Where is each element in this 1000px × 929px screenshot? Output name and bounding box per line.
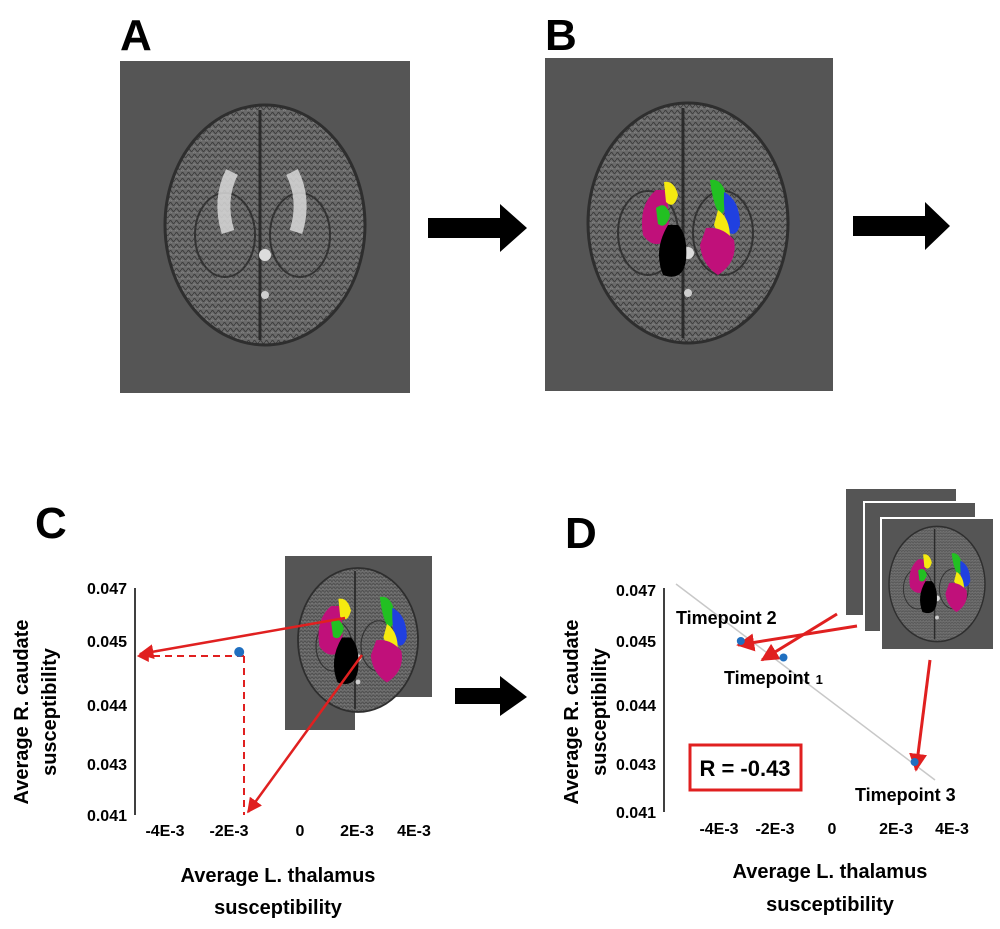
x-ticks-d: -4E-3 -2E-3 0 2E-3 4E-3 <box>699 821 969 838</box>
x-tick-label: 2E-3 <box>340 823 374 840</box>
points-d <box>736 637 919 766</box>
arrow-a-to-b <box>428 204 527 252</box>
y-tick-label: 0.045 <box>87 634 127 651</box>
y-tick-label: 0.043 <box>616 757 656 774</box>
x-tick-label: -4E-3 <box>699 821 738 838</box>
x-tick-label: -2E-3 <box>755 821 794 838</box>
x-axis-title-d-line2: susceptibility <box>766 894 895 916</box>
y-tick-label: 0.047 <box>616 583 656 600</box>
dashed-guides-c <box>136 650 245 815</box>
panel-label-b: B <box>545 11 577 60</box>
red-arrows-c <box>138 616 364 814</box>
x-tick-label: 0 <box>828 821 837 838</box>
y-axis-title-d-line2: susceptibility <box>589 647 611 776</box>
chart-c: 0.047 0.045 0.044 0.043 0.041 -4E-3 -2E-3 0 2E-… <box>11 556 432 919</box>
timepoint-1-label: Timepoint 1 <box>724 668 823 688</box>
panel-label-d: D <box>565 509 597 558</box>
y-tick-label: 0.043 <box>87 757 127 774</box>
inset-brain-c <box>285 556 432 730</box>
data-point-1 <box>736 637 745 645</box>
red-arrows-d <box>736 612 932 772</box>
timepoint-2-label: Timepoint 2 <box>676 608 777 628</box>
chart-d: 0.047 0.045 0.044 0.043 0.041 -4E-3 -2E-3 0 2E-… <box>561 487 995 916</box>
y-tick-label: 0.041 <box>87 808 127 825</box>
y-axis-title-c-line1: Average R. caudate <box>11 620 33 805</box>
x-tick-label: -4E-3 <box>145 823 184 840</box>
arrow-c-to-d <box>455 676 527 716</box>
brain-scan-a <box>120 61 410 393</box>
y-axis-title-c-line2: susceptibility <box>39 647 61 776</box>
x-ticks-c: -4E-3 -2E-3 0 2E-3 4E-3 <box>145 823 431 840</box>
y-ticks-c: 0.047 0.045 0.044 0.043 0.041 <box>87 581 127 825</box>
timepoint-3-label: Timepoint 3 <box>855 785 956 805</box>
x-tick-label: 2E-3 <box>879 821 913 838</box>
correlation-box: R = -0.43 <box>688 743 803 792</box>
y-tick-label: 0.044 <box>87 698 127 715</box>
timepoint-1-text: Timepoint <box>724 668 810 688</box>
y-tick-label: 0.044 <box>616 698 656 715</box>
brain-scan-b-segmented <box>545 58 833 391</box>
y-ticks-d: 0.047 0.045 0.044 0.043 0.041 <box>616 583 656 822</box>
x-axis-title-c-line2: susceptibility <box>214 897 343 919</box>
x-axis-title-c-line1: Average L. thalamus <box>181 865 376 887</box>
data-point-2 <box>779 653 788 662</box>
correlation-value: R = -0.43 <box>699 756 790 781</box>
x-tick-label: -2E-3 <box>209 823 248 840</box>
panel-label-c: C <box>35 499 67 548</box>
data-point-1 <box>234 647 245 657</box>
timepoint-1-sub: 1 <box>816 672 823 687</box>
timepoint-scan-stack <box>844 487 995 651</box>
y-axis-title-d-line1: Average R. caudate <box>561 620 583 805</box>
x-tick-label: 4E-3 <box>397 823 431 840</box>
points-c <box>234 647 245 657</box>
panel-label-a: A <box>120 11 152 60</box>
trend-line-d <box>675 583 936 781</box>
x-tick-label: 0 <box>296 823 305 840</box>
x-tick-label: 4E-3 <box>935 821 969 838</box>
y-tick-label: 0.045 <box>616 634 656 651</box>
arrow-b-to-c <box>853 202 950 250</box>
data-point-3 <box>910 758 919 766</box>
y-tick-label: 0.041 <box>616 805 656 822</box>
x-axis-title-d-line1: Average L. thalamus <box>733 861 928 883</box>
y-tick-label: 0.047 <box>87 581 127 598</box>
